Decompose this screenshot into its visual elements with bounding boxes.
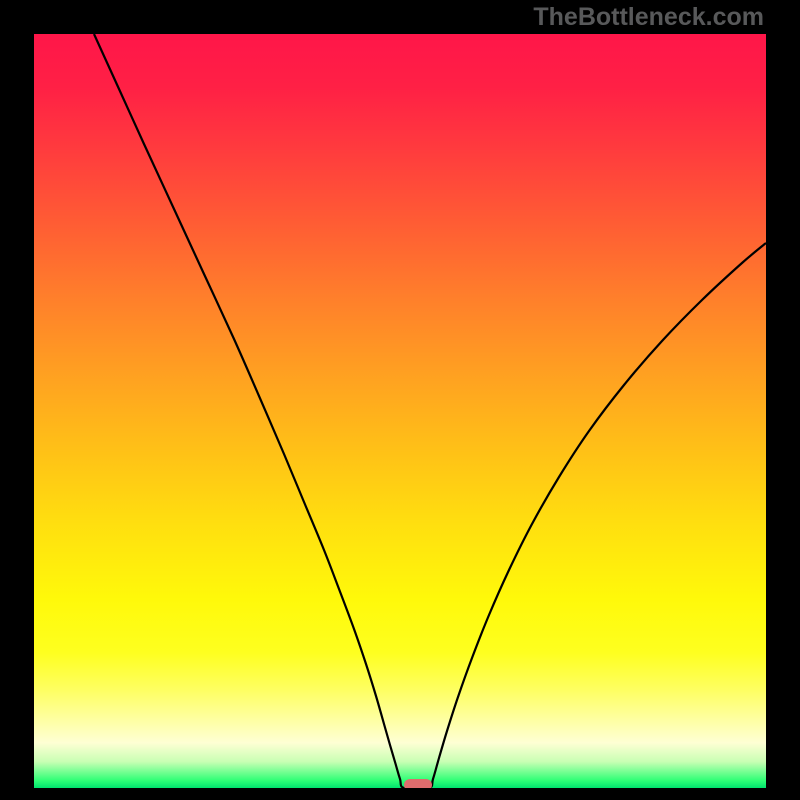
plot-area <box>34 34 766 788</box>
frame-border-left <box>0 0 34 800</box>
frame-border-bottom <box>0 788 800 800</box>
chart-svg <box>34 34 766 788</box>
gradient-background <box>34 34 766 788</box>
watermark-text: TheBottleneck.com <box>533 3 764 32</box>
chart-frame: TheBottleneck.com <box>0 0 800 800</box>
frame-border-right <box>766 0 800 800</box>
